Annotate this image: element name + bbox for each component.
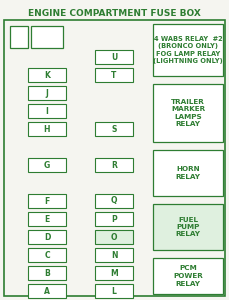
Bar: [95, 194, 133, 208]
Bar: [95, 50, 133, 64]
Text: K: K: [44, 70, 50, 80]
Bar: [95, 284, 133, 298]
Bar: [95, 68, 133, 82]
Bar: [95, 212, 133, 226]
Text: S: S: [111, 124, 117, 134]
Text: O: O: [111, 232, 117, 242]
Bar: [28, 194, 66, 208]
Bar: [95, 230, 133, 244]
Text: F: F: [44, 196, 50, 206]
Text: E: E: [44, 214, 50, 224]
Text: L: L: [112, 286, 116, 296]
Text: N: N: [111, 250, 117, 260]
Text: T: T: [111, 70, 117, 80]
Text: J: J: [46, 88, 49, 98]
Text: B: B: [44, 268, 50, 278]
Bar: [28, 68, 66, 82]
Bar: [31, 26, 63, 48]
Bar: [28, 266, 66, 280]
Bar: [153, 258, 223, 294]
Bar: [153, 150, 223, 196]
Text: Q: Q: [111, 196, 117, 206]
Text: P: P: [111, 214, 117, 224]
Bar: [153, 204, 223, 250]
Text: U: U: [111, 52, 117, 62]
Bar: [95, 266, 133, 280]
Text: 4 WABS RELAY  #2
(BRONCO ONLY)
FOG LAMP RELAY
(LIGHTNING ONLY): 4 WABS RELAY #2 (BRONCO ONLY) FOG LAMP R…: [153, 36, 223, 64]
Bar: [10, 26, 28, 48]
Bar: [28, 212, 66, 226]
Text: HORN
RELAY: HORN RELAY: [175, 166, 201, 180]
Text: A: A: [44, 286, 50, 296]
Text: PCM
POWER
RELAY: PCM POWER RELAY: [173, 266, 203, 286]
Bar: [95, 248, 133, 262]
Bar: [153, 84, 223, 142]
Text: TRAILER
MARKER
LAMPS
RELAY: TRAILER MARKER LAMPS RELAY: [171, 99, 205, 127]
Text: H: H: [44, 124, 50, 134]
Text: D: D: [44, 232, 50, 242]
Text: G: G: [44, 160, 50, 169]
Bar: [28, 158, 66, 172]
Bar: [95, 122, 133, 136]
Bar: [28, 248, 66, 262]
Text: ENGINE COMPARTMENT FUSE BOX: ENGINE COMPARTMENT FUSE BOX: [27, 9, 200, 18]
Text: R: R: [111, 160, 117, 169]
Text: FUEL
PUMP
RELAY: FUEL PUMP RELAY: [175, 217, 201, 238]
Bar: [28, 122, 66, 136]
Bar: [28, 284, 66, 298]
Bar: [95, 158, 133, 172]
Bar: [28, 230, 66, 244]
Bar: [153, 24, 223, 76]
Text: I: I: [46, 106, 49, 116]
Bar: [28, 86, 66, 100]
Text: M: M: [110, 268, 118, 278]
Text: C: C: [44, 250, 50, 260]
Bar: [28, 104, 66, 118]
